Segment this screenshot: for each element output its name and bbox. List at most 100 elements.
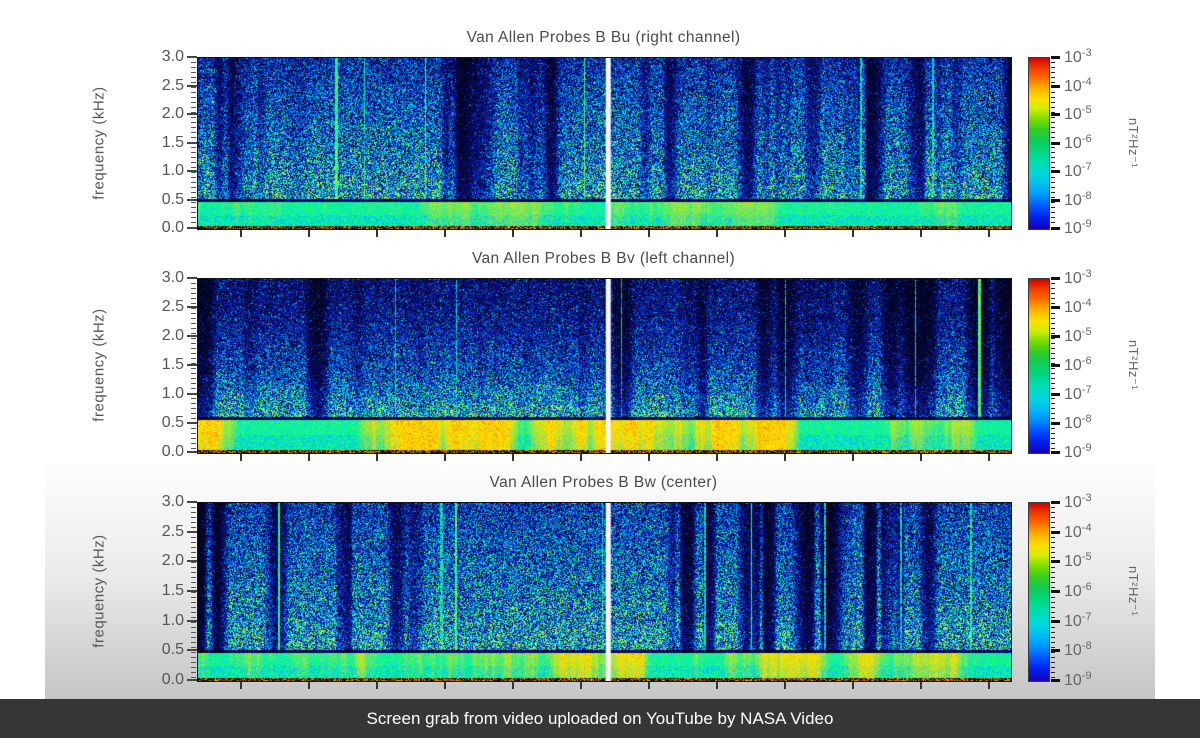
colorbar [1028, 57, 1050, 230]
x-tick [851, 682, 854, 689]
spectrogram-canvas [198, 58, 1011, 229]
y-tick-label: 0.5 [161, 641, 184, 659]
y-tick-label: 0.5 [161, 414, 184, 431]
y-tick-label: 3.0 [161, 48, 184, 65]
colorbar-tick-label: 10-3 [1064, 491, 1092, 512]
y-major-tick [187, 590, 197, 592]
colorbar-tick-label: 10-9 [1064, 217, 1092, 238]
plot-area [197, 57, 1012, 230]
colorbar-major-tick [1051, 170, 1060, 173]
colorbar-tick-label: 10-4 [1064, 75, 1092, 95]
y-major-tick [187, 451, 197, 453]
y-tick-label: 2.0 [161, 327, 184, 344]
y-tick-label: 1.5 [161, 133, 184, 151]
x-tick [376, 230, 379, 237]
y-major-tick [187, 84, 197, 87]
y-tick-label: 0.0 [161, 671, 184, 688]
y-tick-label: 0.0 [161, 219, 184, 236]
colorbar-major-tick [1051, 560, 1060, 564]
y-major-tick [187, 393, 197, 395]
y-tick-label: 3.0 [161, 269, 184, 286]
colorbar-major-tick [1051, 56, 1060, 59]
colorbar-tick-label: 10-7 [1064, 610, 1092, 630]
colorbar-major-tick [1051, 422, 1060, 425]
x-tick [715, 682, 718, 689]
y-tick-label: 2.0 [161, 105, 184, 122]
plot-area [197, 278, 1012, 454]
y-tick-label: 1.0 [161, 162, 184, 179]
y-tick-label: 1.0 [161, 611, 184, 629]
x-tick [851, 230, 854, 237]
caption-text: Screen grab from video uploaded on YouTu… [366, 708, 834, 728]
y-tick-label: 2.5 [161, 522, 184, 540]
colorbar-tick-label: 10-4 [1064, 521, 1092, 541]
x-tick [443, 454, 446, 461]
colorbar-tick-label: 10-5 [1064, 551, 1092, 571]
x-tick [308, 230, 311, 237]
x-tick [240, 682, 243, 689]
x-tick [919, 454, 922, 461]
x-tick [511, 230, 514, 237]
x-tick [579, 454, 582, 461]
y-axis-label: frequency (kHz) [90, 308, 108, 422]
colorbar [1028, 502, 1050, 682]
x-tick [511, 454, 514, 461]
colorbar-major-tick [1051, 364, 1060, 367]
plot-area [197, 502, 1012, 682]
colorbar-major-tick [1051, 619, 1060, 623]
colorbar-tick-label: 10-6 [1064, 580, 1092, 601]
colorbar-major-tick [1051, 393, 1060, 396]
x-tick [715, 454, 718, 461]
colorbar-tick-label: 10-5 [1064, 103, 1092, 124]
x-tick [647, 230, 650, 237]
colorbar [1028, 278, 1050, 454]
y-major-tick [187, 560, 197, 563]
y-axis-label: frequency (kHz) [90, 534, 108, 648]
x-tick [987, 230, 990, 237]
y-major-tick [187, 422, 197, 424]
colorbar-major-tick [1051, 649, 1060, 653]
colorbar-unit-label: nT²Hz⁻¹ [1126, 565, 1141, 617]
colorbar-tick-label: 10-8 [1064, 412, 1092, 433]
x-tick [987, 454, 990, 461]
x-tick [783, 682, 786, 689]
colorbar-unit-label: nT²Hz⁻¹ [1126, 339, 1141, 391]
x-tick [376, 682, 379, 689]
y-tick-label: 2.5 [161, 298, 184, 315]
y-major-tick [187, 649, 197, 652]
x-tick [240, 230, 243, 237]
colorbar-major-tick [1051, 530, 1060, 534]
colorbar-tick-label: 10-7 [1064, 160, 1092, 181]
y-major-tick [187, 335, 197, 337]
y-major-tick [187, 277, 197, 279]
colorbar-tick-label: 10-9 [1064, 669, 1092, 690]
colorbar-tick-label: 10-6 [1064, 354, 1092, 375]
y-major-tick [187, 227, 197, 229]
x-tick [579, 682, 582, 689]
y-major-tick [187, 198, 197, 201]
y-major-tick [187, 170, 197, 172]
x-tick [376, 454, 379, 461]
x-tick [851, 454, 854, 461]
x-tick [240, 454, 243, 461]
y-tick-label: 0.5 [161, 190, 184, 208]
colorbar-tick-label: 10-9 [1064, 441, 1092, 462]
x-tick [715, 230, 718, 237]
colorbar-major-tick [1051, 141, 1060, 145]
x-tick [579, 230, 582, 237]
x-tick [987, 682, 990, 689]
panel-title: Van Allen Probes B Bu (right channel) [466, 29, 741, 46]
spectrogram-panel-bw: Van Allen Probes B Bw (center) frequency… [0, 472, 1200, 692]
y-tick-label: 1.0 [161, 385, 184, 402]
x-tick [443, 230, 446, 237]
x-tick [511, 682, 514, 689]
colorbar-unit-label: nT²Hz⁻¹ [1126, 117, 1141, 168]
y-major-tick [187, 530, 197, 533]
x-tick [647, 454, 650, 461]
colorbar-tick-label: 10-3 [1064, 46, 1092, 67]
x-tick [783, 230, 786, 237]
spectrogram-panel-bu: Van Allen Probes B Bu (right channel) fr… [0, 27, 1200, 240]
colorbar-tick-label: 10-8 [1064, 189, 1092, 209]
x-tick [919, 230, 922, 237]
